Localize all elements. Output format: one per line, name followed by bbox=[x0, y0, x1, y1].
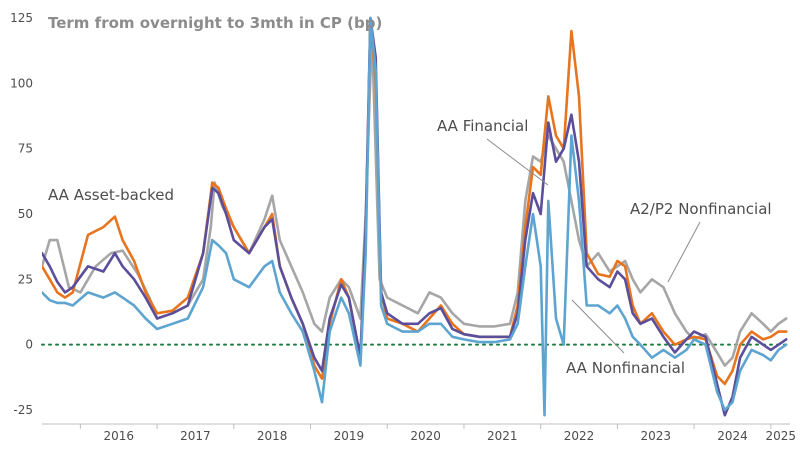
x-tick-label: 2019 bbox=[334, 429, 365, 443]
x-tick-label: 2025 bbox=[766, 429, 797, 443]
x-tick-label: 2021 bbox=[487, 429, 518, 443]
x-tick-label: 2024 bbox=[717, 429, 748, 443]
series-line-aa-asset-backed bbox=[42, 16, 788, 386]
series-line-aa-nonfinancial bbox=[42, 16, 788, 417]
y-axis: 125 100 75 50 25 0 -25 bbox=[10, 11, 33, 417]
series-layer bbox=[42, 16, 788, 417]
y-tick-label: 125 bbox=[10, 11, 33, 25]
annotation-leader-line bbox=[667, 221, 701, 283]
annotation-aa-financial: AA Financial bbox=[437, 117, 528, 135]
chart-title: Term from overnight to 3mth in CP (bp) bbox=[48, 14, 382, 32]
x-tick-label: 2018 bbox=[257, 429, 288, 443]
y-tick-label: -25 bbox=[13, 403, 33, 417]
series-line-aa-financial bbox=[42, 16, 788, 417]
y-tick-label: 50 bbox=[18, 207, 33, 221]
y-tick-label: 75 bbox=[18, 142, 33, 156]
annotation-aa-asset-backed: AA Asset-backed bbox=[48, 186, 174, 204]
x-tick-label: 2020 bbox=[410, 429, 441, 443]
x-tick-label: 2016 bbox=[103, 429, 134, 443]
x-tick-label: 2022 bbox=[564, 429, 595, 443]
y-tick-label: 100 bbox=[10, 76, 33, 90]
annotations: AA Asset-backed AA Financial A2/P2 Nonfina… bbox=[48, 117, 772, 377]
annotation-aa-nonfinancial: AA Nonfinancial bbox=[566, 359, 685, 377]
x-axis: 2016 2017 2018 2019 2020 2021 2022 2023 2024 2025 bbox=[42, 423, 797, 443]
annotation-a2-p2-nonfinancial: A2/P2 Nonfinancial bbox=[630, 200, 772, 218]
y-tick-label: 25 bbox=[18, 272, 33, 286]
x-tick-label: 2017 bbox=[180, 429, 211, 443]
annotation-leader-line bbox=[571, 299, 625, 354]
y-tick-label: 0 bbox=[25, 338, 33, 352]
annotation-leader-line bbox=[486, 138, 549, 186]
x-tick-label: 2023 bbox=[640, 429, 671, 443]
